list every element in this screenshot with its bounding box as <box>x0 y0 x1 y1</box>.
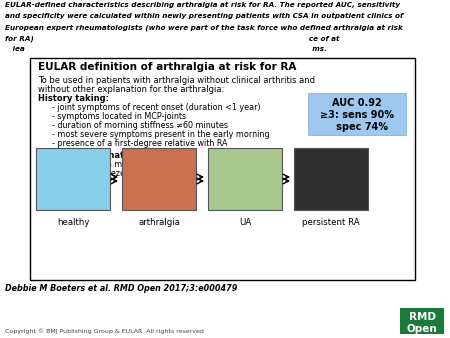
Bar <box>294 148 368 210</box>
Text: - duration of morning stiffness ≠60 minutes: - duration of morning stiffness ≠60 minu… <box>52 121 228 130</box>
Text: Copyright © BMJ Publishing Group & EULAR  All rights reserved: Copyright © BMJ Publishing Group & EULAR… <box>5 328 204 334</box>
Text: ≥3: sens 90%: ≥3: sens 90% <box>320 110 394 120</box>
Text: without other explanation for the arthralgia:: without other explanation for the arthra… <box>38 85 224 94</box>
Text: AUC 0.92: AUC 0.92 <box>332 98 382 108</box>
Text: To be used in patients with arthralgia without clinical arthritis and: To be used in patients with arthralgia w… <box>38 76 315 85</box>
Text: - joint symptoms of recent onset (duration <1 year): - joint symptoms of recent onset (durati… <box>52 103 261 112</box>
Bar <box>36 148 110 210</box>
Text: RMD
Open: RMD Open <box>407 312 437 334</box>
Bar <box>30 58 415 280</box>
Text: History taking:: History taking: <box>38 94 109 103</box>
Text: - presence of a first-degree relative with RA: - presence of a first-degree relative wi… <box>52 139 228 148</box>
Text: EULAR-defined characteristics describing arthralgia at risk for RA. The reported: EULAR-defined characteristics describing… <box>5 2 400 8</box>
Text: - most severe symptoms present in the early morning: - most severe symptoms present in the ea… <box>52 130 270 139</box>
Bar <box>122 148 196 210</box>
Text: for RA)                                                                         : for RA) <box>5 35 339 42</box>
Text: European expert rheumatologists (who were part of the task force who defined art: European expert rheumatologists (who wer… <box>5 24 403 31</box>
Text: healthy: healthy <box>57 218 89 227</box>
Text: - positive squeeze-test of MCP-joints: - positive squeeze-test of MCP-joints <box>52 169 198 178</box>
Bar <box>208 148 282 210</box>
Text: Debbie M Boeters et al. RMD Open 2017;3:e000479: Debbie M Boeters et al. RMD Open 2017;3:… <box>5 284 238 293</box>
Text: UA: UA <box>239 218 251 227</box>
Bar <box>400 308 444 334</box>
Text: EULAR definition of arthralgia at risk for RA: EULAR definition of arthralgia at risk f… <box>38 62 297 72</box>
Text: Physical examination:: Physical examination: <box>38 151 142 160</box>
Bar <box>308 93 406 135</box>
Text: persistent RA: persistent RA <box>302 218 360 227</box>
Text: - difficulty with making a fist: - difficulty with making a fist <box>52 160 167 169</box>
Text: spec 74%: spec 74% <box>326 122 388 132</box>
Text: arthralgia: arthralgia <box>138 218 180 227</box>
Text: lea                                                                             : lea <box>5 46 327 52</box>
Text: - symptoms located in MCP-joints: - symptoms located in MCP-joints <box>52 112 186 121</box>
Text: and specificity were calculated within newly presenting patients with CSA in out: and specificity were calculated within n… <box>5 13 403 19</box>
